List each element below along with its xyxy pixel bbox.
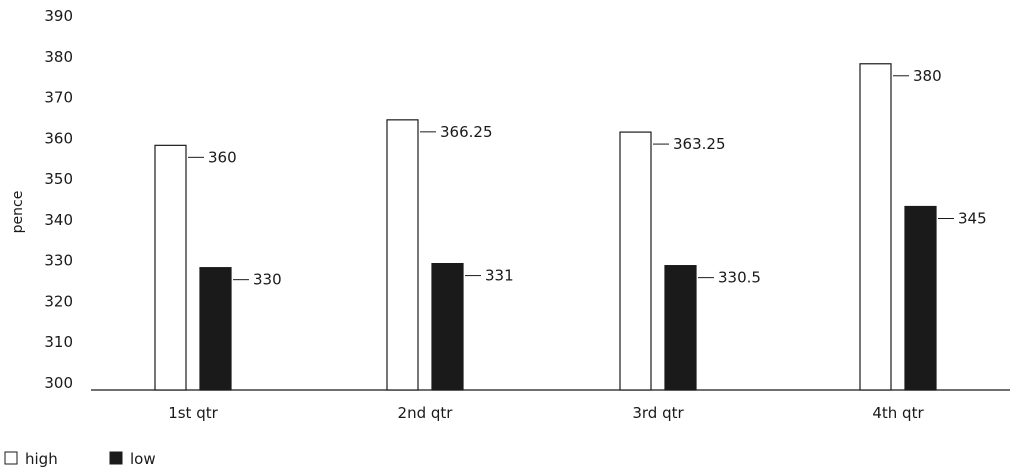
data-label-low-2: 331 <box>485 267 514 285</box>
bars: 360 366.25 363.25 380 330 331 330.5 345 <box>154 63 987 391</box>
y-axis-label: pence <box>10 191 26 234</box>
y-tick-label: 360 <box>44 129 73 147</box>
y-tick-label: 390 <box>44 7 73 25</box>
data-label-high-2: 366.25 <box>440 123 493 141</box>
y-tick-label: 300 <box>44 374 73 392</box>
x-tick-label: 3rd qtr <box>632 404 684 422</box>
bar-low-1 <box>199 267 232 391</box>
data-label-high-4: 380 <box>913 67 942 85</box>
legend-swatch-high <box>4 451 18 465</box>
legend: high low <box>4 450 156 468</box>
bar-high-1 <box>154 144 187 391</box>
y-tick-label: 310 <box>44 333 73 351</box>
legend-label-low: low <box>130 450 156 468</box>
data-label-low-1: 330 <box>253 271 282 289</box>
data-label-low-3: 330.5 <box>718 269 761 287</box>
bar-low-2 <box>431 262 464 391</box>
y-axis-ticks: 300 310 320 330 340 350 360 370 380 390 <box>44 7 73 392</box>
x-tick-label: 2nd qtr <box>398 404 454 422</box>
bar-high-2 <box>386 119 419 391</box>
bar-high-4 <box>859 63 892 391</box>
bar-low-4 <box>904 205 937 391</box>
x-tick-label: 4th qtr <box>872 404 924 422</box>
data-label-low-4: 345 <box>958 210 987 228</box>
bar-low-3 <box>664 265 697 391</box>
data-label-high-3: 363.25 <box>673 135 726 153</box>
y-tick-label: 320 <box>44 292 73 310</box>
x-axis-ticks: 1st qtr 2nd qtr 3rd qtr 4th qtr <box>168 404 924 422</box>
y-tick-label: 370 <box>44 89 73 107</box>
data-label-high-1: 360 <box>208 148 237 166</box>
legend-label-high: high <box>25 450 58 468</box>
legend-swatch-low <box>109 451 123 465</box>
bar-high-3 <box>619 131 652 391</box>
y-tick-label: 380 <box>44 48 73 66</box>
x-tick-label: 1st qtr <box>168 404 218 422</box>
y-tick-label: 340 <box>44 211 73 229</box>
y-tick-label: 330 <box>44 252 73 270</box>
y-tick-label: 350 <box>44 170 73 188</box>
